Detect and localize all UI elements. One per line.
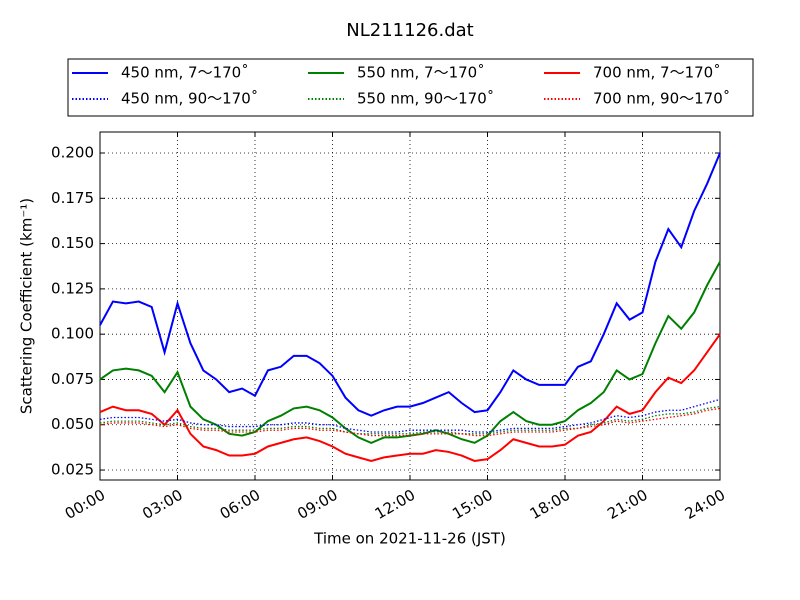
legend-label: 550 nm, 90～170˚ bbox=[357, 90, 494, 108]
legend-label: 700 nm, 90～170˚ bbox=[593, 90, 730, 108]
y-tick-label: 0.150 bbox=[51, 234, 94, 252]
x-tick-label: 18:00 bbox=[527, 486, 573, 523]
x-tick-label: 03:00 bbox=[139, 486, 185, 523]
series-line bbox=[99, 333, 721, 463]
legend-box bbox=[67, 58, 754, 117]
x-tick-label: 12:00 bbox=[372, 486, 418, 523]
legend-label: 450 nm, 90～170˚ bbox=[121, 90, 258, 108]
y-tick-label: 0.100 bbox=[51, 325, 94, 343]
chart-title: NL211126.dat bbox=[346, 20, 473, 41]
legend-label: 550 nm, 7～170˚ bbox=[357, 64, 485, 82]
series-line bbox=[99, 398, 721, 433]
x-tick-label: 09:00 bbox=[294, 486, 340, 523]
series-line bbox=[99, 152, 721, 417]
x-tick-label: 24:00 bbox=[682, 486, 728, 523]
y-tick-label: 0.200 bbox=[51, 144, 94, 162]
series-line bbox=[99, 405, 721, 435]
y-tick-label: 0.025 bbox=[51, 461, 94, 479]
x-axis-label: Time on 2021-11-26 (JST) bbox=[313, 530, 506, 548]
legend-label: 700 nm, 7～170˚ bbox=[593, 64, 721, 82]
y-tick-label: 0.050 bbox=[51, 415, 94, 433]
legend-label: 450 nm, 7～170˚ bbox=[121, 64, 249, 82]
y-tick-label: 0.125 bbox=[51, 279, 94, 297]
y-axis-label: Scattering Coefficient (km⁻¹) bbox=[18, 198, 36, 414]
x-tick-label: 06:00 bbox=[217, 486, 263, 523]
y-tick-label: 0.175 bbox=[51, 189, 94, 207]
series-line bbox=[99, 407, 721, 437]
x-tick-label: 21:00 bbox=[604, 486, 650, 523]
y-tick-label: 0.075 bbox=[51, 370, 94, 388]
x-tick-label: 00:00 bbox=[62, 486, 108, 523]
x-tick-label: 15:00 bbox=[449, 486, 495, 523]
